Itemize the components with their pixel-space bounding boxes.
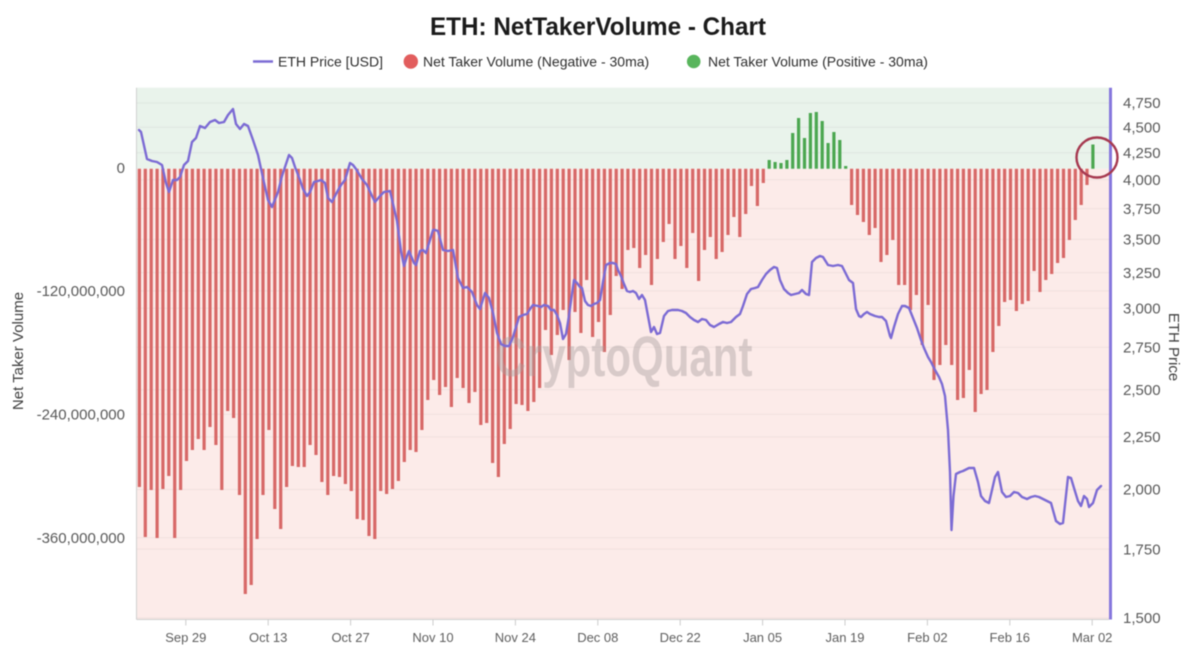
svg-text:Feb 16: Feb 16 <box>990 630 1030 645</box>
svg-text:ETH Price [USD]: ETH Price [USD] <box>278 54 383 70</box>
svg-text:-120,000,000: -120,000,000 <box>37 283 125 300</box>
svg-text:Oct 13: Oct 13 <box>249 630 287 645</box>
svg-text:1,500: 1,500 <box>1123 610 1161 627</box>
svg-text:-240,000,000: -240,000,000 <box>37 406 125 423</box>
svg-text:2,750: 2,750 <box>1123 339 1161 356</box>
svg-text:Net Taker Volume (Negative - 3: Net Taker Volume (Negative - 30ma) <box>423 54 649 70</box>
svg-text:Mar 02: Mar 02 <box>1072 630 1112 645</box>
svg-text:Net Taker Volume: Net Taker Volume <box>10 292 27 410</box>
svg-text:2,250: 2,250 <box>1123 429 1161 446</box>
svg-text:ETH: NetTakerVolume - Chart: ETH: NetTakerVolume - Chart <box>430 13 767 41</box>
svg-text:Oct 27: Oct 27 <box>331 630 369 645</box>
svg-text:1,750: 1,750 <box>1123 541 1161 558</box>
svg-text:3,000: 3,000 <box>1123 301 1161 318</box>
svg-text:3,750: 3,750 <box>1123 201 1161 218</box>
svg-text:0: 0 <box>117 160 125 177</box>
svg-text:2,000: 2,000 <box>1123 482 1161 499</box>
svg-text:Dec 22: Dec 22 <box>660 630 701 645</box>
svg-text:4,250: 4,250 <box>1123 145 1161 162</box>
svg-text:Nov 10: Nov 10 <box>412 630 453 645</box>
svg-text:Nov 24: Nov 24 <box>495 630 536 645</box>
svg-text:Sep 29: Sep 29 <box>165 630 206 645</box>
svg-text:Jan 05: Jan 05 <box>743 630 782 645</box>
svg-text:-360,000,000: -360,000,000 <box>37 530 125 547</box>
svg-text:4,000: 4,000 <box>1123 172 1161 189</box>
svg-text:4,750: 4,750 <box>1123 95 1161 112</box>
svg-text:Dec 08: Dec 08 <box>577 630 618 645</box>
svg-text:Feb 02: Feb 02 <box>907 630 947 645</box>
svg-text:ETH Price: ETH Price <box>1165 313 1182 381</box>
svg-text:3,500: 3,500 <box>1123 232 1161 249</box>
svg-text:Net Taker Volume (Positive - 3: Net Taker Volume (Positive - 30ma) <box>708 54 928 70</box>
svg-text:3,250: 3,250 <box>1123 265 1161 282</box>
svg-text:4,500: 4,500 <box>1123 119 1161 136</box>
svg-text:Jan 19: Jan 19 <box>825 630 864 645</box>
svg-text:2,500: 2,500 <box>1123 382 1161 399</box>
svg-text:CryptoQuant: CryptoQuant <box>496 325 753 389</box>
